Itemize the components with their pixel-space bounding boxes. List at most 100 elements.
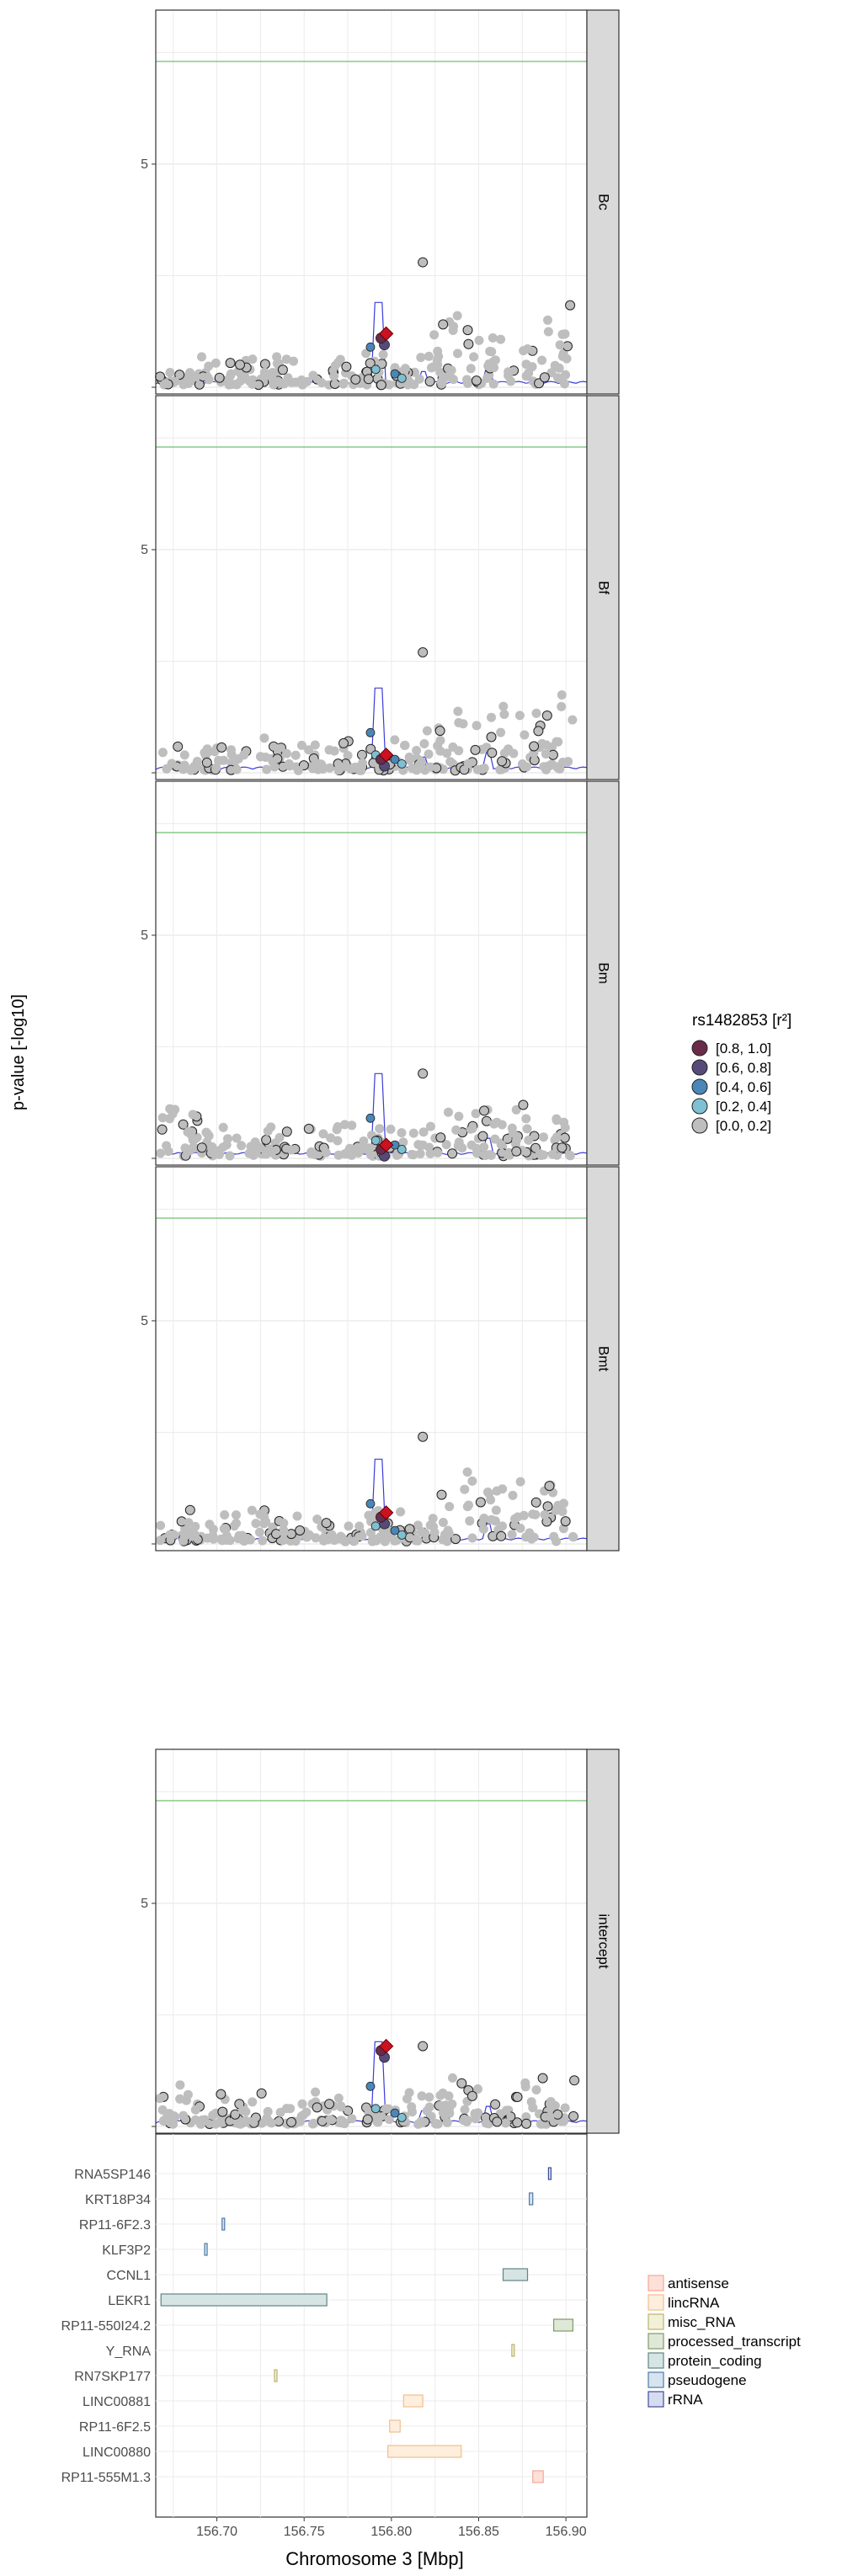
- snp-point: [496, 334, 506, 344]
- snp-point: [259, 733, 269, 743]
- snp-point: [422, 2106, 432, 2116]
- snp-point: [329, 746, 339, 756]
- snp-point: [424, 2092, 434, 2102]
- snp-point: [412, 765, 422, 775]
- panel-background: [156, 1749, 587, 2133]
- snp-point: [338, 2117, 349, 2127]
- snp-point: [470, 744, 481, 755]
- snp-point: [197, 352, 206, 362]
- snp-point: [507, 1123, 517, 1133]
- snp-point: [235, 359, 245, 370]
- snp-point: [190, 2105, 200, 2115]
- lead-snp-marker: [378, 1505, 394, 1520]
- snp-point: [281, 1126, 292, 1137]
- snp-point: [226, 745, 236, 755]
- snp-point: [458, 719, 468, 729]
- snp-point: [418, 2041, 429, 2052]
- legends: rs1482853 [r²] [0.8, 1.0] [0.6, 0.8] [0.4, …: [647, 1012, 801, 2408]
- snp-point: [496, 1140, 506, 1150]
- snp-point: [503, 1149, 513, 1159]
- snp-point: [333, 2093, 344, 2103]
- snp-point: [157, 748, 168, 758]
- snp-point: [546, 2097, 556, 2106]
- snp-point: [413, 1140, 424, 1150]
- snp-point: [278, 1535, 288, 1546]
- snp-point: [557, 758, 568, 767]
- snp-point: [531, 2085, 541, 2094]
- x-axis-title: Chromosome 3 [Mbp]: [285, 2548, 464, 2569]
- snp-point: [226, 758, 237, 768]
- snp-point: [473, 2108, 483, 2118]
- snp-point: [338, 737, 349, 748]
- snp-point: [370, 1136, 381, 1146]
- snp-point: [541, 749, 551, 759]
- snp-point: [520, 730, 530, 740]
- snp-point: [304, 745, 314, 755]
- gene-legend-key: [647, 2333, 664, 2350]
- snp-point: [162, 2112, 172, 2122]
- snp-point: [425, 1121, 435, 1131]
- gene-label: LINC00880: [83, 2446, 151, 2460]
- snp-point: [450, 1534, 461, 1545]
- snp-point: [365, 2081, 376, 2091]
- snp-point: [223, 1134, 232, 1144]
- snp-point: [365, 1143, 375, 1153]
- snp-point: [519, 1510, 529, 1520]
- snp-point: [184, 1518, 194, 1528]
- x-tick-label: 156.70: [196, 2525, 237, 2539]
- snp-point: [511, 1146, 522, 1157]
- snp-point: [190, 1521, 200, 1531]
- snp-point: [524, 1135, 534, 1145]
- snp-point: [557, 329, 568, 339]
- snp-point: [312, 1514, 322, 1525]
- snp-point: [565, 300, 576, 311]
- ld-legend-key: [691, 1040, 708, 1056]
- snp-point: [247, 1505, 257, 1515]
- snp-point: [251, 1519, 261, 1529]
- gene-legend-label: protein_coding: [668, 2353, 762, 2369]
- snp-point: [487, 1514, 497, 1525]
- y-tick-label: 5: [141, 1897, 148, 1911]
- x-axis: 156.70 156.75 156.80 156.85 156.90: [196, 2517, 587, 2539]
- snp-point: [474, 335, 484, 345]
- facet-panel-intercept: 5 intercept: [141, 1748, 620, 2134]
- snp-point: [204, 1131, 214, 1141]
- snp-point: [248, 354, 258, 365]
- snp-point: [445, 1502, 455, 1512]
- snp-point: [467, 1476, 477, 1486]
- panel-background: [156, 396, 587, 780]
- gene-label: RNA5SP146: [74, 2168, 151, 2182]
- facet-strip: [586, 1748, 620, 2134]
- snp-point: [365, 727, 376, 737]
- snp-point: [286, 1145, 296, 1155]
- snp-point: [464, 1500, 473, 1510]
- snp-point: [557, 690, 567, 700]
- snp-point: [329, 1535, 339, 1545]
- snp-point: [553, 373, 562, 383]
- snp-point: [557, 701, 567, 711]
- snp-point: [163, 1147, 173, 1157]
- snp-point: [378, 349, 388, 359]
- snp-point: [501, 2118, 511, 2128]
- snp-point: [416, 757, 426, 767]
- snp-point: [157, 2105, 168, 2115]
- snp-point: [552, 2109, 563, 2120]
- gene-label: RP11-555M1.3: [61, 2471, 152, 2485]
- snp-point: [543, 327, 553, 337]
- snp-point: [275, 378, 285, 388]
- snp-point: [552, 1132, 562, 1142]
- snp-point: [295, 1525, 306, 1535]
- snp-point: [210, 358, 221, 368]
- snp-point: [261, 753, 271, 762]
- gene-label: KRT18P34: [85, 2193, 151, 2207]
- facet-panel-bc: 5 Bc: [141, 9, 620, 395]
- snp-point: [438, 1535, 448, 1545]
- snp-point: [472, 764, 482, 774]
- snp-point: [520, 2078, 530, 2088]
- snp-point: [482, 373, 493, 383]
- gene-lekr1: [160, 2293, 328, 2307]
- snp-point: [496, 727, 506, 737]
- x-tick-label: 156.75: [284, 2525, 325, 2539]
- snp-point: [162, 764, 172, 774]
- snp-point: [340, 1120, 349, 1130]
